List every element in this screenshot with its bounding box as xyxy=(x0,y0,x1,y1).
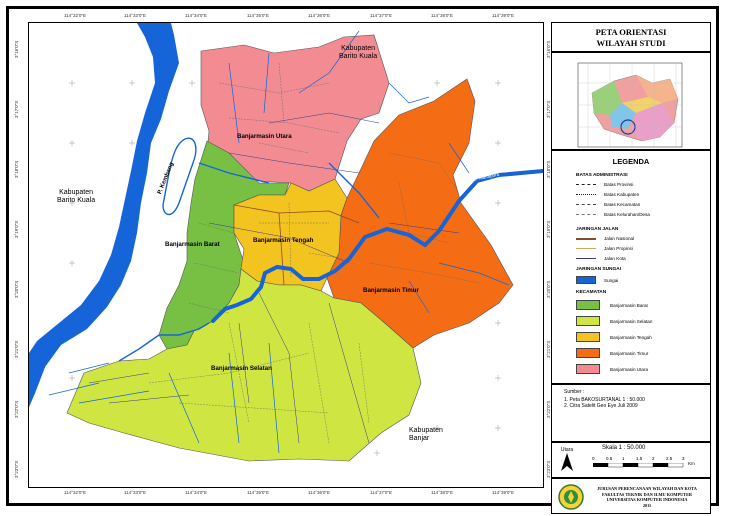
lat-label: 3°17'0"S xyxy=(14,100,19,118)
label-banjarmasin-barat: Banjarmasin Barat xyxy=(165,241,220,248)
swatch-tengah xyxy=(576,332,600,342)
swatch-timur xyxy=(576,348,600,358)
sungai-martapura-river xyxy=(211,169,543,323)
scale-unit: Km xyxy=(688,461,695,466)
pulau-kembang-island xyxy=(162,137,197,216)
lon-label: 114°37'0"E xyxy=(370,13,392,18)
lat-label: 3°18'0"S xyxy=(14,160,19,178)
lon-label: 114°32'0"E xyxy=(64,13,86,18)
main-map[interactable]: Kabupaten Barito Kuala Kabupaten Barito … xyxy=(28,22,544,488)
legend-batas-kecamatan: Batas Kecamatan xyxy=(576,202,640,207)
lon-label: 114°37'0"E xyxy=(370,490,392,495)
institution-text: JURUSAN PERENCANAAN WILAYAH DAN KOTA FAK… xyxy=(597,486,697,508)
lat-label: 3°20'0"S xyxy=(14,280,19,298)
lon-label: 114°38'0"E xyxy=(431,13,453,18)
legend-jalan-nasional: Jalan Nasional xyxy=(576,236,634,241)
scale-box: Utara Skala 1 : 50.000 0 0.5 1 1.5 2 2.5… xyxy=(551,442,711,478)
legend-kecamatan-utara: Banjarmasin Utara xyxy=(576,364,648,374)
source-item: 1. Peta BAKOSURTANAL 1 : 50.000 xyxy=(564,397,645,403)
label-barito-kuala-west: Kabupaten Barito Kuala xyxy=(57,189,96,204)
legend-jalan-propinsi: Jalan Propinsi xyxy=(576,246,633,251)
label-banjarmasin-selatan: Banjarmasin Selatan xyxy=(211,365,272,372)
swatch-barat xyxy=(576,300,600,310)
source-heading: Sumber : xyxy=(564,389,585,395)
legend-kecamatan-barat: Banjarmasin Barat xyxy=(576,300,648,310)
map-title-line1: PETA ORIENTASI xyxy=(595,27,667,37)
road-network xyxy=(233,204,360,286)
legend-jalan-kota: Jalan Kota xyxy=(576,256,626,261)
lon-label: 114°35'0"E xyxy=(247,490,269,495)
swatch-utara xyxy=(576,364,600,374)
source-item: 2. Citra Satelit Geo Eye Juli 2009 xyxy=(564,403,638,409)
lat-label: 3°23'0"S xyxy=(14,460,19,478)
secondary-rivers xyxy=(118,162,380,362)
lon-label: 114°35'0"E xyxy=(247,13,269,18)
lat-label: 3°21'0"S xyxy=(14,340,19,358)
lon-label: 114°36'0"E xyxy=(308,13,330,18)
label-barito-kuala-ne: Kabupaten Barito Kuala xyxy=(339,45,378,60)
map-canvas xyxy=(29,23,543,462)
lon-label: 114°33'0"E xyxy=(124,13,146,18)
label-banjarmasin-tengah: Banjarmasin Tengah xyxy=(253,237,314,244)
legend-kecamatan-selatan: Banjarmasin Selatan xyxy=(576,316,652,326)
lon-label: 114°34'0"E xyxy=(185,490,207,495)
local-roads xyxy=(88,112,460,444)
legend-sungai: Sungai xyxy=(576,276,618,284)
label-banjarmasin-timur: Banjarmasin Timur xyxy=(363,287,419,294)
kelurahan-boundaries xyxy=(148,62,480,444)
lat-label: 3°22'0"S xyxy=(14,400,19,418)
legend-jalan-title: JARINGAN JALAN xyxy=(576,227,619,232)
legend-kecamatan-title: KECAMATAN xyxy=(576,290,607,295)
institution-box: JURUSAN PERENCANAAN WILAYAH DAN KOTA FAK… xyxy=(551,478,711,514)
legend-kecamatan-timur: Banjarmasin Timur xyxy=(576,348,648,358)
lat-label: 3°19'0"S xyxy=(14,220,19,238)
north-label: Utara xyxy=(560,447,574,453)
sungai-barito-south xyxy=(29,353,45,407)
lon-label: 114°39'0"E xyxy=(492,490,514,495)
legend-box: LEGENDA BATAS ADMINISTRASI Batas Provins… xyxy=(551,150,711,384)
map-title-box: PETA ORIENTASI WILAYAH STUDI xyxy=(551,22,711,52)
legend-kecamatan-tengah: Banjarmasin Tengah xyxy=(576,332,652,342)
university-logo xyxy=(558,484,584,510)
label-kabupaten-banjar: Kabupaten Banjar xyxy=(409,427,443,442)
legend-batas-provinsi: Batas Provinsi xyxy=(576,182,633,187)
sungai-barito-river xyxy=(29,23,179,407)
north-arrow: Utara xyxy=(560,447,574,473)
swatch-selatan xyxy=(576,316,600,326)
scale-text: Skala 1 : 50.000 xyxy=(602,445,646,451)
inset-map xyxy=(577,62,683,148)
map-title-line2: WILAYAH STUDI xyxy=(596,38,666,48)
source-box: Sumber : 1. Peta BAKOSURTANAL 1 : 50.000… xyxy=(551,384,711,442)
label-banjarmasin-utara: Banjarmasin Utara xyxy=(237,133,292,140)
legend-batas-title: BATAS ADMINISTRASI xyxy=(576,173,628,178)
legend-sungai-title: JARINGAN SUNGAI xyxy=(576,267,622,272)
scale-bar xyxy=(593,463,684,468)
lon-label: 114°36'0"E xyxy=(308,490,330,495)
lat-label: 3°16'0"S xyxy=(14,40,19,58)
north-arrow-icon xyxy=(561,453,573,471)
lon-label: 114°38'0"E xyxy=(431,490,453,495)
lon-label: 114°39'0"E xyxy=(492,13,514,18)
legend-batas-kabupaten: Batas Kabupaten xyxy=(576,192,639,197)
lon-label: 114°32'0"E xyxy=(64,490,86,495)
lon-label: 114°34'0"E xyxy=(185,13,207,18)
legend-batas-kelurahan: Batas Kelurahan/Desa xyxy=(576,212,650,217)
district-tengah xyxy=(233,178,348,292)
inset-map-box xyxy=(551,52,711,150)
lon-label: 114°33'0"E xyxy=(124,490,146,495)
minor-streams xyxy=(48,30,510,454)
legend-heading: LEGENDA xyxy=(612,157,650,166)
map-side-panel: PETA ORIENTASI WILAYAH STUDI LEGENDA BAT… xyxy=(551,22,711,514)
